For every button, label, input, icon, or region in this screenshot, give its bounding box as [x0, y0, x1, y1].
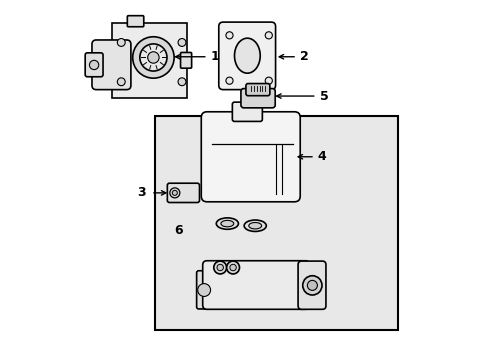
- FancyBboxPatch shape: [241, 89, 275, 108]
- Text: 5: 5: [276, 90, 327, 103]
- Text: 6: 6: [174, 224, 183, 237]
- Circle shape: [89, 60, 99, 69]
- Circle shape: [147, 52, 159, 63]
- Ellipse shape: [234, 38, 260, 73]
- FancyBboxPatch shape: [245, 84, 269, 96]
- Text: 2: 2: [279, 50, 308, 63]
- Circle shape: [213, 261, 226, 274]
- Circle shape: [225, 32, 233, 39]
- Circle shape: [226, 261, 239, 274]
- FancyBboxPatch shape: [85, 53, 103, 77]
- Circle shape: [264, 32, 272, 39]
- FancyBboxPatch shape: [180, 53, 191, 68]
- Circle shape: [172, 190, 177, 195]
- Circle shape: [302, 276, 322, 295]
- Text: 4: 4: [298, 150, 326, 163]
- FancyBboxPatch shape: [298, 261, 325, 309]
- FancyBboxPatch shape: [203, 261, 309, 309]
- FancyBboxPatch shape: [127, 16, 143, 27]
- Circle shape: [197, 284, 210, 296]
- Ellipse shape: [221, 220, 233, 227]
- Circle shape: [264, 77, 272, 84]
- Circle shape: [178, 39, 185, 46]
- Text: 1: 1: [175, 50, 219, 63]
- FancyBboxPatch shape: [232, 102, 262, 121]
- Circle shape: [140, 44, 166, 71]
- Ellipse shape: [248, 222, 261, 229]
- FancyBboxPatch shape: [201, 112, 300, 202]
- Circle shape: [132, 37, 174, 78]
- Ellipse shape: [216, 218, 238, 229]
- FancyBboxPatch shape: [196, 271, 211, 309]
- Circle shape: [169, 188, 180, 198]
- Circle shape: [217, 264, 223, 271]
- Circle shape: [178, 78, 185, 86]
- Bar: [155, 116, 397, 330]
- Circle shape: [229, 264, 236, 271]
- Circle shape: [117, 39, 125, 46]
- FancyBboxPatch shape: [218, 22, 275, 90]
- Circle shape: [225, 77, 233, 84]
- Text: 3: 3: [137, 186, 146, 199]
- FancyBboxPatch shape: [167, 183, 199, 203]
- FancyBboxPatch shape: [92, 40, 131, 90]
- Circle shape: [117, 78, 125, 86]
- Circle shape: [307, 280, 317, 291]
- FancyBboxPatch shape: [112, 23, 187, 98]
- Ellipse shape: [244, 220, 266, 231]
